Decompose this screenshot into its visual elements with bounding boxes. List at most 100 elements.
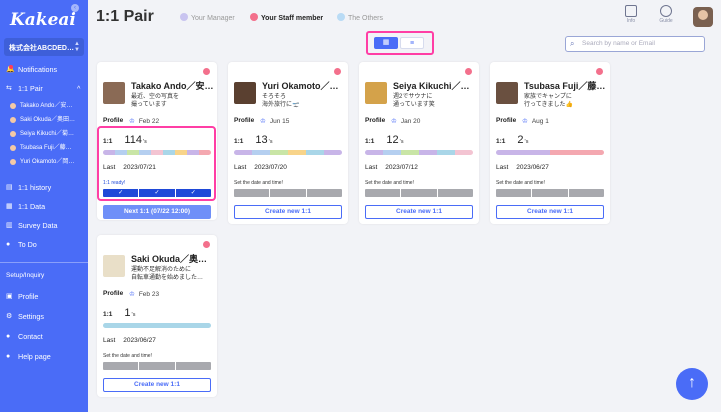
- sidebar-item-history[interactable]: ▤ 1:1 history: [0, 181, 88, 195]
- staff-message: 家族でキャンプに 行ってきました👍: [524, 94, 573, 108]
- kakeai-logo[interactable]: Kakeai: [10, 10, 76, 30]
- history-bar: [103, 323, 211, 328]
- birthday: ♔ Jan 20: [391, 118, 421, 125]
- sidebar-member-2[interactable]: Seiya Kikuchi／菊…: [0, 128, 88, 140]
- data-icon: ▦: [6, 203, 13, 210]
- sidebar-item-settings[interactable]: ⚙ Settings: [0, 310, 88, 324]
- history-bar: [103, 150, 211, 155]
- profile-label[interactable]: Profile: [103, 290, 124, 297]
- guide-button[interactable]: Guide: [654, 5, 678, 24]
- cake-icon: ♔: [129, 291, 135, 298]
- staff-name[interactable]: Yuri Okamoto／…: [262, 81, 339, 91]
- sidebar: Kakeai ‹ 株式会社ABCDED… ▲ ▼ 🔔 Notifications ⇆ 1…: [0, 0, 88, 412]
- sidebar-item-todo[interactable]: ● To Do: [0, 238, 88, 252]
- tab-your-staff[interactable]: Your Staff member: [250, 13, 323, 22]
- staff-message: そろそろ 海外旅行に🛫: [262, 94, 300, 108]
- card-menu-icon[interactable]: [334, 68, 341, 75]
- sidebar-item-survey[interactable]: ▥ Survey Data: [0, 219, 88, 233]
- guide-icon: [660, 5, 672, 17]
- staff-name[interactable]: Tsubasa Fuji／藤…: [524, 81, 606, 91]
- sidebar-item-notifications[interactable]: 🔔 Notifications: [0, 63, 88, 77]
- staff-card: Saki Okuda／奥… 運動不足解消のために 自転車通勤を始めました… Pr…: [97, 235, 217, 397]
- staff-name[interactable]: Seiya Kikuchi／…: [393, 81, 470, 91]
- profile-label[interactable]: Profile: [365, 117, 386, 124]
- top-bar: 1:1 Pair Your Manager Your Staff member …: [88, 0, 721, 36]
- grid-view-button[interactable]: ▦: [374, 37, 398, 49]
- staff-icon: [250, 13, 258, 21]
- profile-label[interactable]: Profile: [103, 117, 124, 124]
- list-icon: ≡: [409, 40, 415, 47]
- tab-your-manager[interactable]: Your Manager: [180, 13, 235, 22]
- create-pair-button[interactable]: Create new 1:1: [103, 378, 211, 392]
- last-pair: Last 2023/06/27: [103, 337, 156, 344]
- create-pair-button[interactable]: Create new 1:1: [365, 205, 473, 219]
- page-title: 1:1 Pair: [96, 8, 154, 25]
- status-note: 1:1 ready!: [103, 180, 126, 186]
- view-toggle: ▦ ≡: [366, 31, 434, 55]
- staff-card: Tsubasa Fuji／藤… 家族でキャンプに 行ってきました👍 Profil…: [490, 62, 610, 224]
- sidebar-item-profile[interactable]: ▣ Profile: [0, 290, 88, 304]
- staff-message: 週2でサウナに 通っています笑: [393, 94, 435, 108]
- pair-count: 1:1 13's: [234, 134, 273, 146]
- list-view-button[interactable]: ≡: [400, 37, 424, 49]
- staff-photo: [103, 82, 125, 104]
- create-pair-button[interactable]: Create new 1:1: [234, 205, 342, 219]
- status-note: Set the date and time!: [234, 180, 283, 186]
- sidebar-item-help[interactable]: ● Help page: [0, 350, 88, 364]
- staff-card: Takako Ando／安… 最近、空の写真を 撮っています Profile ♔…: [97, 62, 217, 220]
- info-button[interactable]: Info: [619, 5, 643, 24]
- create-pair-button[interactable]: Create new 1:1: [496, 205, 604, 219]
- notification-badge: [9, 65, 13, 69]
- todo-icon: ●: [6, 241, 11, 248]
- sidebar-member-4[interactable]: Yuri Okamoto／岡…: [0, 156, 88, 168]
- staff-name[interactable]: Takako Ando／安…: [131, 81, 213, 91]
- sidebar-item-contact[interactable]: ● Contact: [0, 330, 88, 344]
- member-avatar: [10, 145, 16, 151]
- others-icon: [337, 13, 345, 21]
- pair-count: 1:1 2's: [496, 134, 529, 146]
- collapse-sidebar-icon[interactable]: ‹: [71, 4, 79, 12]
- cake-icon: ♔: [129, 118, 135, 125]
- scroll-top-button[interactable]: ↑: [676, 368, 708, 400]
- staff-photo: [496, 82, 518, 104]
- profile-label[interactable]: Profile: [234, 117, 255, 124]
- card-menu-icon[interactable]: [465, 68, 472, 75]
- history-icon: ▤: [6, 184, 13, 191]
- staff-photo: [103, 255, 125, 277]
- tab-the-others[interactable]: The Others: [337, 13, 383, 22]
- last-pair: Last 2023/07/20: [234, 164, 287, 171]
- company-selector[interactable]: 株式会社ABCDED… ▲ ▼: [4, 38, 84, 56]
- grid-icon: ▦: [382, 39, 390, 46]
- status-note: Set the date and time!: [103, 353, 152, 359]
- birthday: ♔ Jun 15: [260, 118, 290, 125]
- member-avatar: [10, 117, 16, 123]
- card-menu-icon[interactable]: [203, 68, 210, 75]
- profile-icon: ▣: [6, 293, 13, 300]
- card-menu-icon[interactable]: [203, 241, 210, 248]
- staff-name[interactable]: Saki Okuda／奥…: [131, 254, 208, 264]
- pair-count: 1:1 12's: [365, 134, 404, 146]
- staff-card: Yuri Okamoto／… そろそろ 海外旅行に🛫 Profile ♔ Jun …: [228, 62, 348, 224]
- progress-steps: [365, 189, 473, 197]
- updown-icon: ▲ ▼: [74, 41, 80, 53]
- sidebar-member-3[interactable]: Tsubasa Fuji／藤…: [0, 142, 88, 154]
- member-avatar: [10, 103, 16, 109]
- cake-icon: ♔: [260, 118, 266, 125]
- pair-icon: ⇆: [6, 85, 12, 92]
- next-pair-button[interactable]: Next 1:1 (07/22 12:00): [103, 205, 211, 219]
- search-input[interactable]: ⌕ Search by name or Email: [565, 36, 705, 52]
- user-avatar[interactable]: [693, 7, 713, 27]
- search-icon: ⌕: [570, 39, 575, 48]
- profile-label[interactable]: Profile: [496, 117, 517, 124]
- birthday: ♔ Aug 1: [522, 118, 549, 125]
- sidebar-member-0[interactable]: Takako Ando／安…: [0, 100, 88, 112]
- sidebar-member-1[interactable]: Saki Okuda／奥田…: [0, 114, 88, 126]
- chevron-up-icon[interactable]: ^: [77, 84, 81, 93]
- info-icon: [625, 5, 637, 17]
- staff-message: 運動不足解消のために 自転車通勤を始めました…: [131, 267, 204, 281]
- sidebar-item-data[interactable]: ▦ 1:1 Data: [0, 200, 88, 214]
- sidebar-item-pair[interactable]: ⇆ 1:1 Pair ^: [0, 82, 88, 96]
- last-pair: Last 2023/06/27: [496, 164, 549, 171]
- card-menu-icon[interactable]: [596, 68, 603, 75]
- staff-photo: [234, 82, 256, 104]
